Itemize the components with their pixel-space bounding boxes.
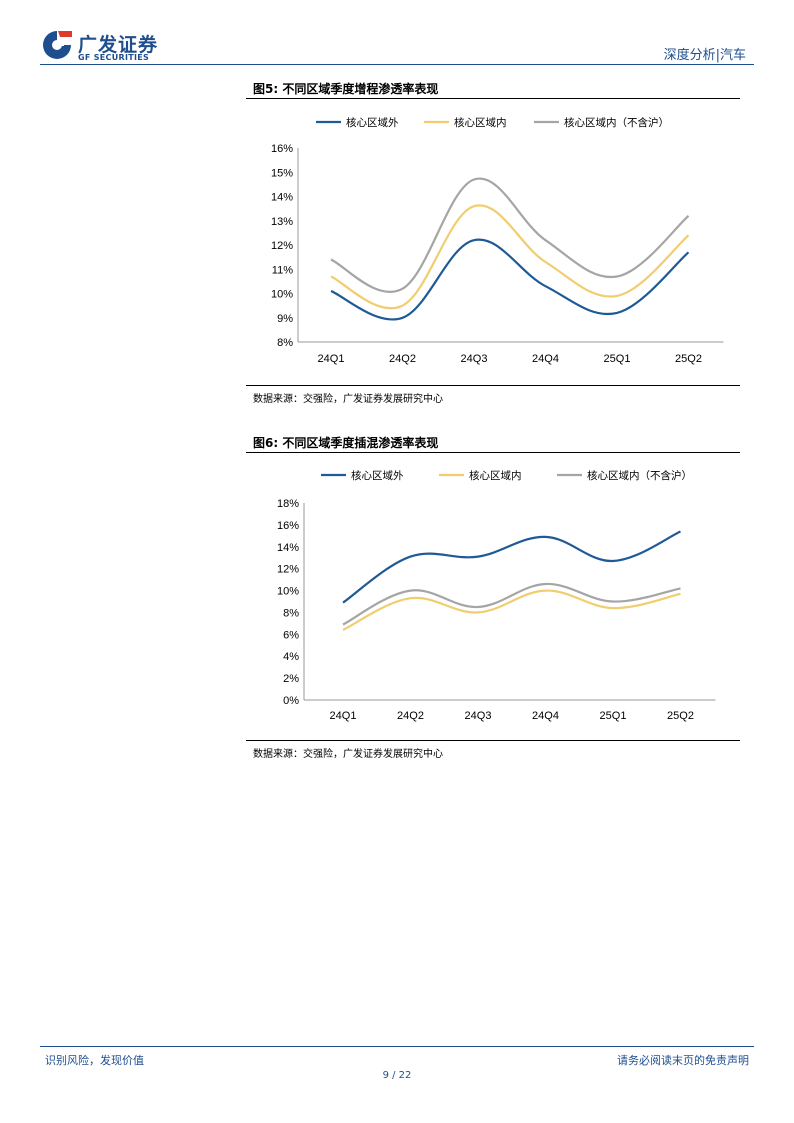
legend-label-2: 核心区域内（不含沪） (587, 469, 692, 482)
chart-figure-6: 0% 2% 4% 6% 8% 10% 12% 14% 16% 18% 24Q1 24Q2 24Q3 24Q… (277, 469, 716, 722)
y-tick-label: 16% (271, 143, 293, 155)
series-line-1 (330, 204, 690, 310)
y-tick-label: 16% (277, 520, 299, 532)
x-tick-label: 24Q3 (465, 710, 492, 722)
figure-6-bottom-rule (246, 740, 740, 741)
x-tick-label: 25Q1 (600, 710, 627, 722)
y-tick-label: 13% (271, 216, 293, 228)
y-tick-label: 4% (283, 651, 299, 663)
series-line-0 (330, 238, 690, 321)
series-line-2 (342, 582, 681, 626)
x-tick-label: 24Q2 (397, 710, 424, 722)
y-tick-label: 2% (283, 673, 299, 685)
y-tick-label: 9% (277, 313, 293, 325)
x-tick-label: 24Q4 (532, 353, 559, 365)
report-section-label: 深度分析|汽车 (663, 48, 746, 63)
y-tick-label: 8% (283, 607, 299, 619)
legend-label-0: 核心区域外 (346, 116, 399, 129)
legend-label-0: 核心区域外 (351, 469, 404, 482)
y-tick-label: 12% (271, 240, 293, 252)
company-logo: 广发证券 GF SECURITIES (40, 28, 170, 64)
y-tick-label: 12% (277, 564, 299, 576)
series-line-0 (342, 530, 681, 604)
legend-label-1: 核心区域内 (469, 469, 522, 482)
x-tick-label: 24Q1 (330, 710, 357, 722)
y-tick-label: 10% (271, 289, 293, 301)
company-name-cn: 广发证券 (78, 34, 159, 56)
y-tick-label: 14% (277, 542, 299, 554)
figure-5-source: 数据来源：交强险，广发证券发展研究中心 (253, 394, 443, 405)
x-tick-label: 24Q3 (461, 353, 488, 365)
header-divider (40, 64, 754, 65)
footer-slogan: 识别风险，发现价值 (45, 1054, 144, 1067)
y-tick-label: 10% (277, 586, 299, 598)
figure-5-bottom-rule (246, 385, 740, 386)
figure-5-top-rule (246, 98, 740, 99)
gf-logo-icon (43, 31, 72, 59)
y-tick-label: 6% (283, 629, 299, 641)
chart-figure-5: 8% 9% 10% 11% 12% 13% 14% 15% 16% 24Q1 24Q2 24Q3 24Q… (271, 116, 724, 365)
x-tick-label: 25Q2 (675, 353, 702, 365)
company-name-en: GF SECURITIES (78, 53, 150, 62)
y-tick-label: 18% (277, 498, 299, 510)
x-tick-label: 24Q2 (389, 353, 416, 365)
figure-6-top-rule (246, 452, 740, 453)
footer-disclaimer-link[interactable]: 请务必阅读末页的免责声明 (617, 1054, 749, 1067)
page-number: 9 / 22 (382, 1070, 412, 1081)
x-tick-label: 25Q1 (604, 353, 631, 365)
figure-5-title: 图5: 不同区域季度增程渗透率表现 (253, 82, 439, 96)
legend-label-1: 核心区域内 (454, 116, 507, 129)
series-line-2 (330, 177, 690, 293)
y-tick-label: 11% (272, 264, 293, 276)
y-tick-label: 15% (271, 167, 293, 179)
x-tick-label: 24Q4 (532, 710, 559, 722)
figure-6-source: 数据来源：交强险，广发证券发展研究中心 (253, 749, 443, 760)
y-tick-label: 0% (283, 695, 299, 707)
series-line-1 (342, 589, 681, 631)
footer-divider (40, 1046, 754, 1047)
y-tick-label: 14% (271, 192, 293, 204)
x-tick-label: 24Q1 (318, 353, 345, 365)
figure-6-title: 图6: 不同区域季度插混渗透率表现 (253, 436, 439, 450)
y-tick-label: 8% (277, 337, 293, 349)
legend-label-2: 核心区域内（不含沪） (564, 116, 669, 129)
x-tick-label: 25Q2 (667, 710, 694, 722)
